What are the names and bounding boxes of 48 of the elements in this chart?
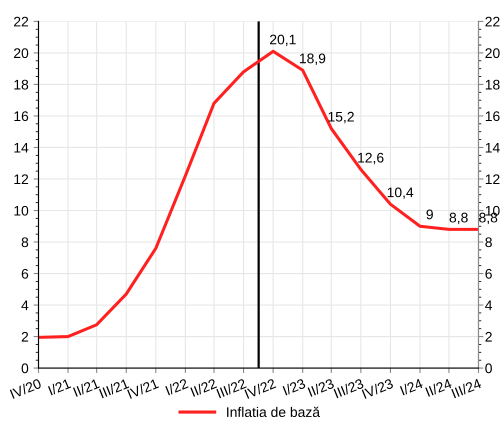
data-label: 10,4 [388, 187, 414, 199]
x-tick-label: III/22 [216, 378, 247, 398]
y-tick-label: 2 [22, 332, 28, 342]
data-label: 15,2 [328, 112, 354, 124]
y2-tick-label: 20 [485, 48, 500, 58]
data-label: 20,1 [270, 34, 296, 46]
x-tick-label: III/24 [451, 378, 482, 398]
line-series [38, 50, 478, 339]
y2-tick-label: 16 [486, 111, 500, 122]
y-tick-label: 4 [21, 300, 28, 310]
y-tick-label: 8 [22, 237, 28, 248]
y-tick-label: 14 [14, 142, 28, 152]
x-tick-label: I/21 [48, 378, 72, 396]
x-tick-label: II/24 [425, 378, 452, 397]
x-tick-label: III/23 [333, 378, 364, 398]
x-tick-label: II/23 [307, 378, 335, 397]
y2-tick-label: 18 [486, 80, 500, 90]
x-tick-label: IV/22 [244, 378, 276, 399]
x-tick-label: I/22 [165, 378, 189, 396]
y2-tick-label: 6 [485, 268, 492, 279]
legend-label: Inflatia de bază [227, 406, 320, 418]
x-tick-label: IV/20 [10, 378, 42, 399]
y2-tick-label: 12 [486, 174, 500, 184]
y2-tick-label: 14 [486, 142, 500, 152]
x-tick-label: II/22 [190, 378, 218, 397]
x-tick-label: I/24 [400, 378, 424, 396]
data-label: 12,6 [358, 152, 384, 164]
y-tick-label: 10 [14, 206, 28, 216]
y-tick-label: 18 [14, 80, 28, 90]
y2-tick-label: 4 [485, 300, 492, 310]
x-tick-label: IV/23 [362, 378, 394, 399]
x-tick-label: IV/21 [126, 378, 160, 399]
x-tick-label: II/21 [72, 378, 100, 397]
y2-tick-label: 22 [485, 16, 500, 26]
y-tick-label: 16 [14, 111, 28, 122]
x-tick-label: III/21 [98, 378, 130, 398]
y-tick-label: 0 [22, 363, 28, 374]
data-label: 9 [426, 210, 433, 220]
y2-tick-label: 0 [485, 363, 492, 374]
data-label: 8,8 [450, 212, 468, 224]
y-tick-label: 6 [22, 268, 28, 279]
y-tick-label: 12 [14, 174, 28, 184]
y2-tick-label: 8 [485, 237, 492, 248]
data-label: 18,9 [300, 54, 326, 65]
y-tick-label: 22 [14, 16, 28, 26]
y-tick-label: 20 [14, 48, 28, 58]
x-tick-label: I/23 [282, 378, 306, 396]
y2-tick-label: 2 [485, 332, 492, 342]
